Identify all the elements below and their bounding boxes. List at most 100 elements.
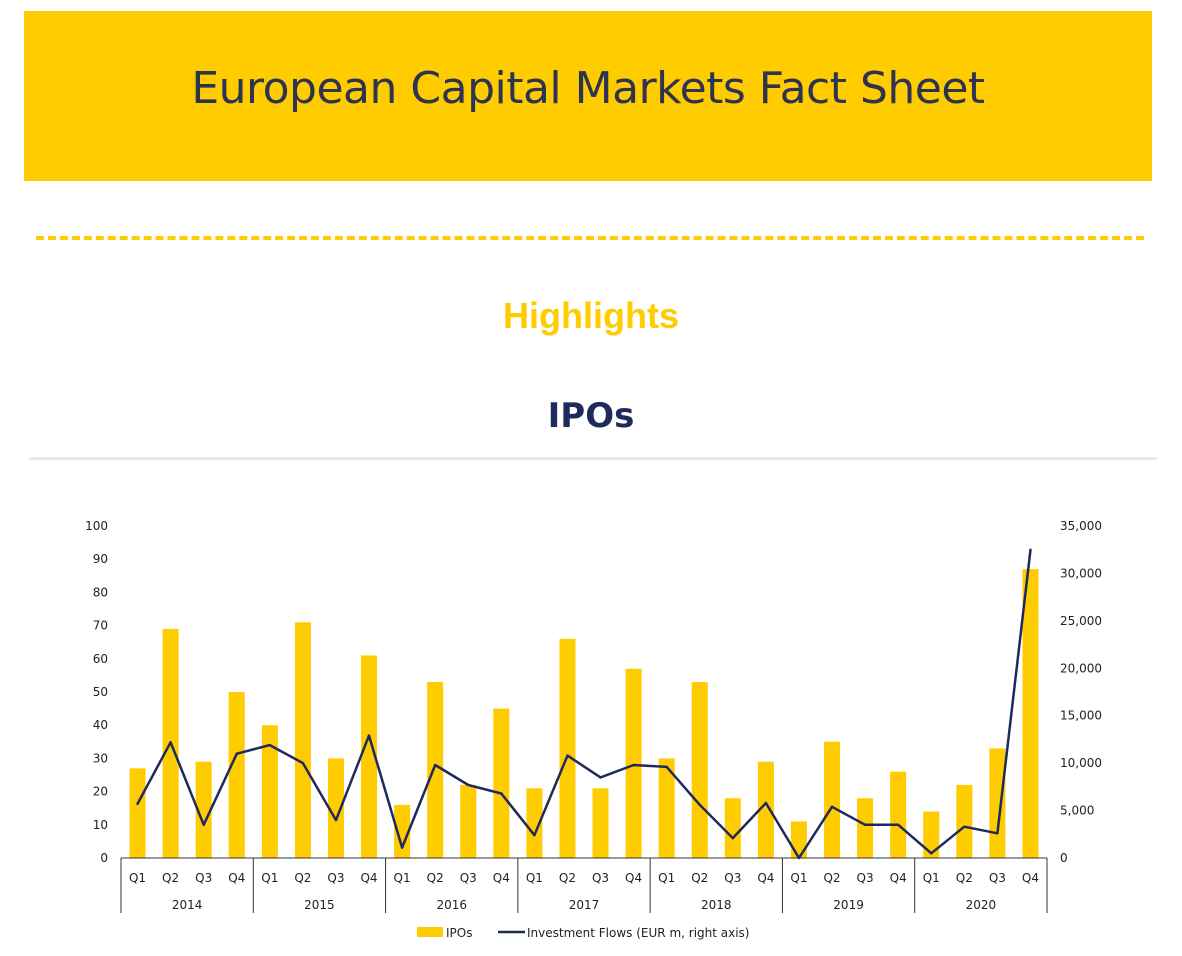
ipo-bar: [361, 655, 378, 858]
investment-flows-point: [599, 776, 602, 779]
investment-flows-point: [698, 803, 701, 807]
left-axis-tick-label: 60: [93, 652, 108, 666]
highlights-heading: Highlights: [503, 295, 679, 336]
investment-flows-point: [500, 792, 503, 795]
investment-flows-point: [930, 852, 933, 855]
year-tick-label: 2015: [304, 898, 335, 912]
left-axis-tick-label: 10: [93, 818, 108, 832]
investment-flows-point: [367, 734, 371, 737]
investment-flows-point: [301, 761, 305, 765]
right-axis-tick-label: 0: [1060, 851, 1068, 865]
investment-flows-point: [202, 823, 205, 826]
quarter-tick-label: Q2: [294, 871, 311, 885]
quarter-tick-label: Q2: [823, 871, 840, 885]
quarter-tick-label: Q4: [625, 871, 642, 885]
ipo-bar: [394, 804, 411, 858]
investment-flows-point: [400, 846, 404, 849]
right-axis-tick-label: 5,000: [1060, 804, 1094, 818]
ipo-bar: [989, 748, 1006, 858]
quarter-tick-label: Q3: [195, 871, 212, 885]
year-tick-label: 2016: [436, 898, 467, 912]
ipo-bar: [757, 761, 774, 858]
ipo-bar: [724, 798, 741, 858]
quarter-tick-label: Q3: [989, 871, 1006, 885]
year-tick-label: 2014: [172, 898, 203, 912]
quarter-tick-label: Q2: [691, 871, 708, 885]
investment-flows-point: [830, 805, 834, 808]
quarter-tick-label: Q2: [559, 871, 576, 885]
ipo-bar: [890, 771, 907, 858]
investment-flows-point: [169, 741, 172, 744]
ipo-bar: [691, 682, 708, 858]
right-axis-tick-label: 35,000: [1060, 519, 1102, 533]
quarter-tick-label: Q4: [228, 871, 245, 885]
quarter-tick-label: Q4: [890, 871, 907, 885]
investment-flows-point: [1029, 548, 1032, 551]
quarter-tick-label: Q4: [493, 871, 510, 885]
investment-flows-point: [533, 834, 536, 837]
year-tick-label: 2017: [569, 898, 600, 912]
ipo-bar: [195, 761, 212, 858]
left-axis-tick-label: 80: [93, 585, 108, 599]
investment-flows-point: [863, 823, 867, 826]
investment-flows-point: [235, 752, 238, 755]
quarter-tick-label: Q3: [327, 871, 344, 885]
ipo-bar: [228, 692, 245, 858]
investment-flows-point: [467, 783, 470, 787]
investment-flows-point: [632, 763, 635, 767]
ipo-bar: [625, 668, 642, 858]
investment-flows-point: [334, 818, 338, 822]
ipo-bar: [658, 758, 675, 858]
ipo-bar: [526, 788, 543, 858]
quarter-tick-label: Q1: [658, 871, 675, 885]
investment-flows-point: [963, 825, 966, 828]
ipo-bar: [493, 708, 510, 858]
ipo-bar: [857, 798, 874, 858]
ipo-bar: [592, 788, 609, 858]
investment-flows-point: [433, 763, 437, 767]
quarter-tick-label: Q4: [1022, 871, 1039, 885]
ipo-bar: [956, 784, 973, 858]
quarter-tick-label: Q1: [394, 871, 411, 885]
quarter-tick-label: Q2: [427, 871, 444, 885]
ipo-bar: [559, 638, 576, 858]
ipo-bar: [294, 622, 311, 858]
investment-flows-point: [665, 765, 668, 769]
section-title: IPOs: [547, 396, 635, 436]
right-axis-tick-label: 25,000: [1060, 614, 1102, 628]
investment-flows-point: [268, 743, 272, 747]
page-title: European Capital Markets Fact Sheet: [191, 63, 985, 114]
ipo-bar: [790, 821, 807, 858]
quarter-tick-label: Q3: [724, 871, 741, 885]
left-axis-tick-label: 100: [85, 519, 108, 533]
investment-flows-point: [764, 801, 768, 805]
left-axis-tick-label: 70: [93, 619, 108, 633]
left-axis-tick-label: 0: [100, 851, 108, 865]
quarter-tick-label: Q1: [790, 871, 807, 885]
investment-flows-point: [136, 802, 139, 806]
right-axis-tick-label: 10,000: [1060, 756, 1102, 770]
quarter-tick-label: Q2: [956, 871, 973, 885]
ipo-bar: [327, 758, 344, 858]
quarter-tick-label: Q2: [162, 871, 179, 885]
quarter-tick-label: Q4: [757, 871, 774, 885]
header-banner: European Capital Markets Fact Sheet: [24, 11, 1152, 181]
ipo-bar: [129, 768, 146, 858]
right-axis-tick-label: 30,000: [1060, 566, 1102, 580]
ipo-bar: [427, 682, 444, 858]
left-axis-tick-label: 90: [93, 552, 108, 566]
ipo-bar: [824, 741, 841, 858]
investment-flows-point: [566, 754, 569, 757]
dashed-divider: [36, 236, 1144, 240]
legend-label-ipos: IPOs: [446, 926, 472, 940]
right-axis-tick-label: 20,000: [1060, 661, 1102, 675]
left-axis-tick-label: 50: [93, 685, 108, 699]
quarter-tick-label: Q1: [526, 871, 543, 885]
legend-label-investment-flows: Investment Flows (EUR m, right axis): [527, 926, 750, 940]
left-axis-tick-label: 20: [93, 785, 108, 799]
quarter-tick-label: Q3: [857, 871, 874, 885]
quarter-tick-label: Q1: [923, 871, 940, 885]
year-tick-label: 2020: [966, 898, 997, 912]
ipo-bar: [261, 725, 278, 858]
